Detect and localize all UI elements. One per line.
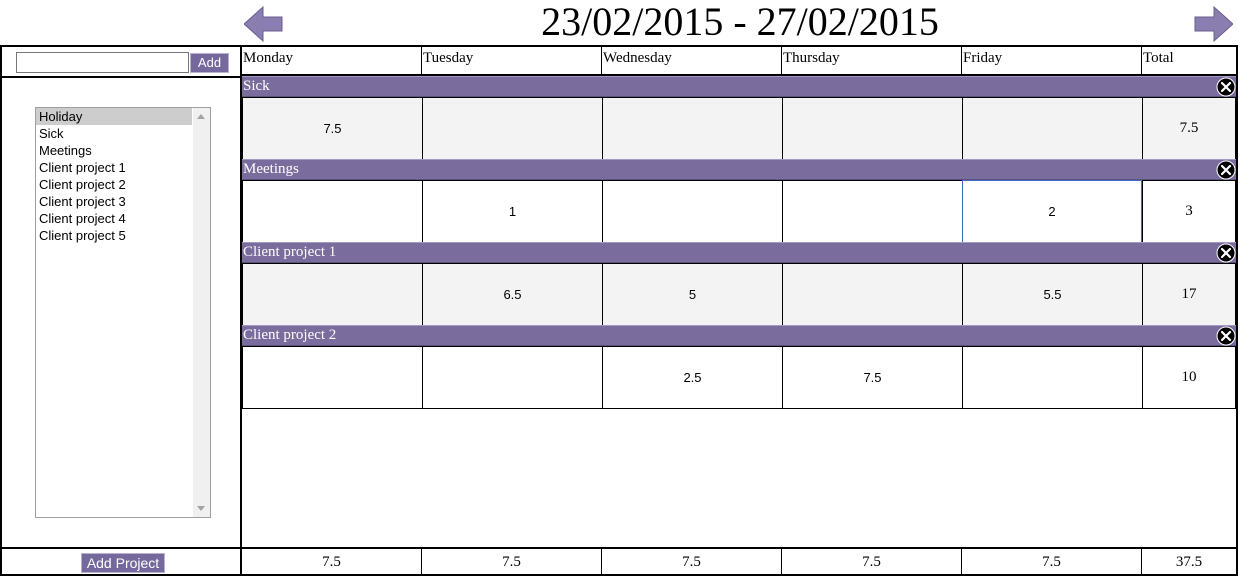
hours-cell[interactable] <box>422 97 602 160</box>
close-circle-icon <box>1216 243 1236 263</box>
scroll-down-arrow-icon[interactable] <box>197 506 205 511</box>
new-item-bar: Add <box>2 47 240 78</box>
remove-row-button[interactable] <box>1216 326 1236 346</box>
row-total-cell: 3 <box>1142 180 1236 243</box>
project-row-header: Meetings <box>242 159 1236 180</box>
next-week-button[interactable] <box>1193 6 1233 42</box>
hours-cell[interactable] <box>962 346 1142 409</box>
hours-cell[interactable] <box>422 346 602 409</box>
project-row-label: Client project 1 <box>243 244 337 260</box>
project-list-items: Holiday Sick Meetings Client project 1 Clien… <box>36 108 210 244</box>
hours-cell[interactable] <box>602 97 782 160</box>
day-total-cell: 7.5 <box>782 547 962 576</box>
sidebar-footer: Add Project <box>2 547 240 574</box>
timesheet-grid: Monday Tuesday Wednesday Thursday Friday Tota… <box>242 45 1238 576</box>
project-listbox[interactable]: Holiday Sick Meetings Client project 1 Clien… <box>35 107 211 518</box>
remove-row-button[interactable] <box>1216 243 1236 263</box>
week-range-title: 23/02/2015 - 27/02/2015 <box>541 0 939 44</box>
left-arrow-icon <box>244 6 283 42</box>
hours-cell[interactable]: 1 <box>422 180 602 243</box>
day-total-cell: 7.5 <box>602 547 782 576</box>
hours-cell[interactable] <box>782 263 962 326</box>
column-header-friday: Friday <box>962 47 1142 76</box>
hours-cell[interactable]: 5.5 <box>962 263 1142 326</box>
project-row-header: Sick <box>242 76 1236 97</box>
project-row-label: Meetings <box>243 161 299 177</box>
hours-cell[interactable] <box>782 97 962 160</box>
project-option[interactable]: Client project 4 <box>39 211 126 226</box>
hours-cell[interactable] <box>962 97 1142 160</box>
row-total-cell: 17 <box>1142 263 1236 326</box>
project-row-label: Client project 2 <box>243 327 337 343</box>
new-item-input[interactable] <box>16 52 189 73</box>
day-total-cell: 7.5 <box>962 547 1142 576</box>
hours-cell[interactable]: 2 <box>962 180 1142 243</box>
hours-cell[interactable] <box>782 180 962 243</box>
hours-cell[interactable] <box>242 346 422 409</box>
hours-cell[interactable]: 7.5 <box>242 97 422 160</box>
row-total-cell: 7.5 <box>1142 97 1236 160</box>
column-header-total: Total <box>1142 47 1236 76</box>
column-header-monday: Monday <box>242 47 422 76</box>
scroll-up-arrow-icon[interactable] <box>197 114 205 119</box>
hours-cell[interactable]: 5 <box>602 263 782 326</box>
day-total-cell: 7.5 <box>242 547 422 576</box>
hours-cell[interactable]: 2.5 <box>602 346 782 409</box>
project-option[interactable]: Client project 3 <box>39 194 126 209</box>
row-total-cell: 10 <box>1142 346 1236 409</box>
column-header-wednesday: Wednesday <box>602 47 782 76</box>
add-button[interactable]: Add <box>190 53 229 73</box>
list-scrollbar[interactable] <box>193 108 210 517</box>
column-header-tuesday: Tuesday <box>422 47 602 76</box>
add-project-button[interactable]: Add Project <box>81 553 165 573</box>
hours-cell[interactable] <box>242 263 422 326</box>
grand-total-cell: 37.5 <box>1142 547 1236 576</box>
hours-cell[interactable] <box>242 180 422 243</box>
hours-cell[interactable]: 6.5 <box>422 263 602 326</box>
close-circle-icon <box>1216 77 1236 97</box>
project-option[interactable]: Holiday <box>36 108 192 125</box>
hours-cell[interactable]: 7.5 <box>782 346 962 409</box>
project-option[interactable]: Client project 2 <box>39 177 126 192</box>
remove-row-button[interactable] <box>1216 77 1236 97</box>
day-total-cell: 7.5 <box>422 547 602 576</box>
project-row-label: Sick <box>243 78 270 94</box>
project-option[interactable]: Client project 1 <box>39 160 126 175</box>
remove-row-button[interactable] <box>1216 160 1236 180</box>
project-option[interactable]: Meetings <box>39 143 92 158</box>
hours-cell[interactable] <box>602 180 782 243</box>
previous-week-button[interactable] <box>244 6 284 42</box>
project-row-header: Client project 1 <box>242 242 1236 263</box>
project-row-header: Client project 2 <box>242 325 1236 346</box>
right-arrow-icon <box>1194 6 1233 42</box>
project-option[interactable]: Client project 5 <box>39 228 126 243</box>
close-circle-icon <box>1216 160 1236 180</box>
project-sidebar: Add Holiday Sick Meetings Client project 1 C… <box>0 45 242 576</box>
close-circle-icon <box>1216 326 1236 346</box>
project-option[interactable]: Sick <box>39 126 64 141</box>
column-header-thursday: Thursday <box>782 47 962 76</box>
